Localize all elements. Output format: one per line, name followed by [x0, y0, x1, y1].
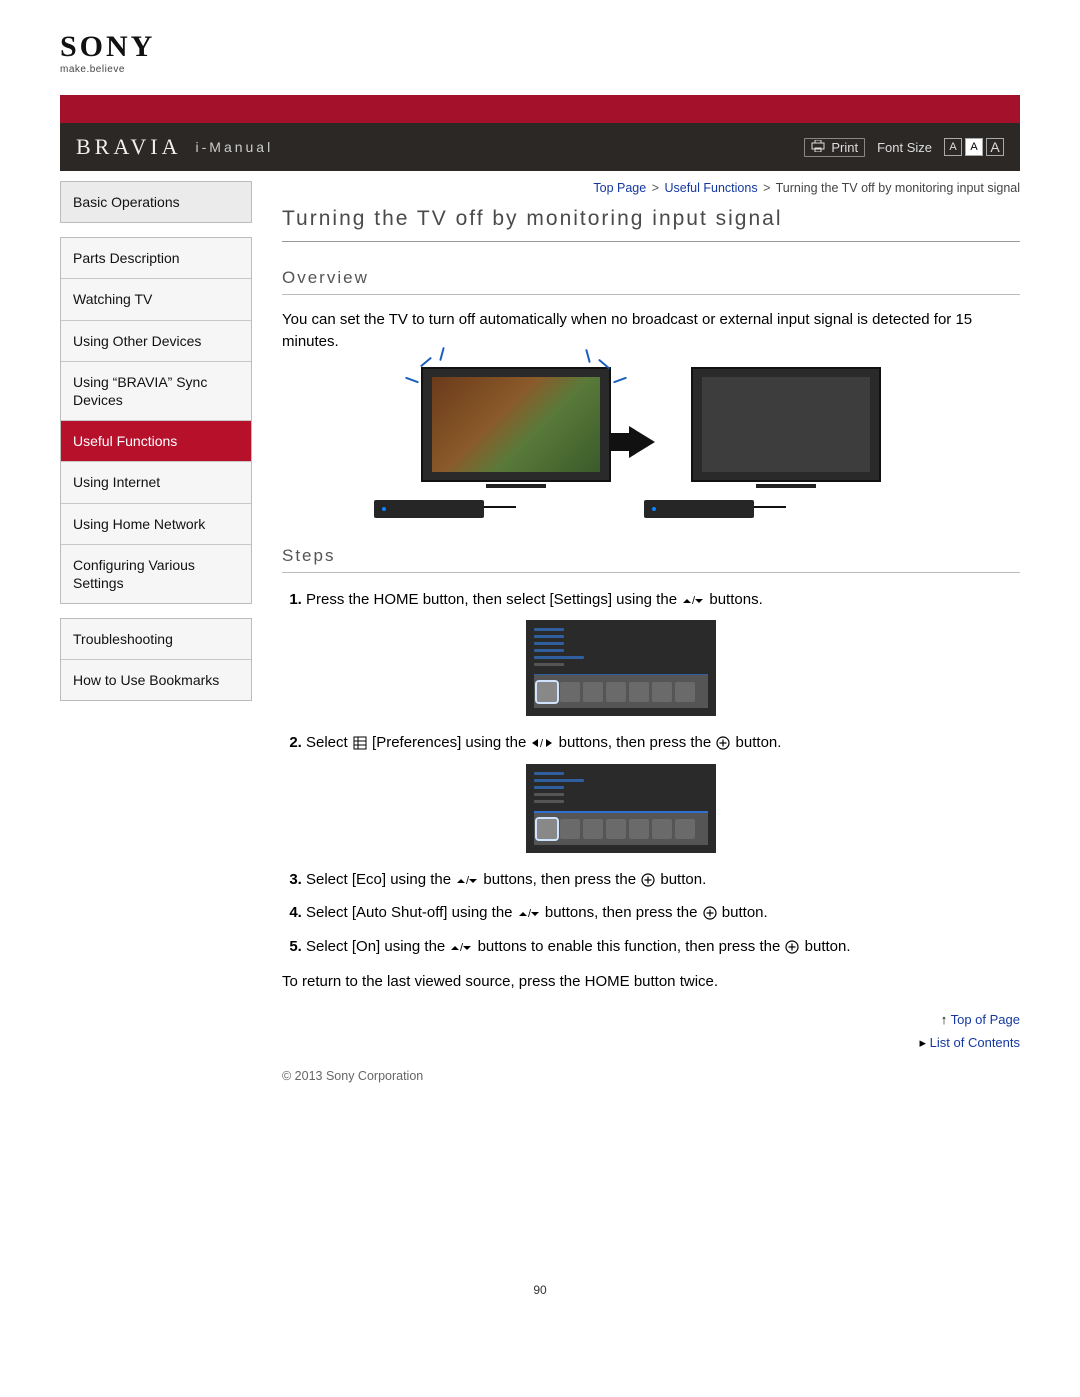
footer-links: ↑ Top of Page ▸ List of Contents — [282, 1008, 1020, 1055]
leftright-icon: / — [531, 736, 553, 750]
menu-screenshot — [526, 620, 716, 716]
sidebar-item[interactable]: Using Other Devices — [61, 321, 251, 362]
product-name: BRAVIA — [76, 134, 182, 160]
sidebar-item[interactable]: Using “BRAVIA” Sync Devices — [61, 362, 251, 421]
plus-icon — [703, 906, 717, 920]
breadcrumb-link[interactable]: Useful Functions — [664, 181, 757, 195]
step-item: Select [On] using the / buttons to enabl… — [306, 934, 1020, 960]
updown-icon: / — [456, 873, 478, 887]
sidebar-item[interactable]: Basic Operations — [61, 182, 251, 222]
list-of-contents-link[interactable]: List of Contents — [930, 1035, 1020, 1050]
up-arrow-icon: ↑ — [941, 1012, 951, 1027]
sidebar-nav: Basic Operations Parts DescriptionWatchin… — [60, 181, 252, 1083]
plus-icon — [641, 873, 655, 887]
updown-icon: / — [518, 906, 540, 920]
sidebar-item[interactable]: Parts Description — [61, 238, 251, 279]
svg-text:/: / — [540, 738, 544, 750]
page-number: 90 — [60, 1283, 1020, 1297]
sidebar-item[interactable]: Using Home Network — [61, 504, 251, 545]
breadcrumb-link[interactable]: Top Page — [593, 181, 646, 195]
fontsize-large[interactable]: A — [986, 138, 1004, 156]
breadcrumb: Top Page > Useful Functions > Turning th… — [282, 181, 1020, 195]
print-icon — [811, 140, 825, 155]
step-item: Select [Auto Shut-off] using the / butto… — [306, 900, 1020, 926]
steps-list: Press the HOME button, then select [Sett… — [282, 587, 1020, 960]
triangle-right-icon: ▸ — [920, 1035, 930, 1050]
steps-heading: Steps — [282, 546, 1020, 573]
svg-text:/: / — [460, 942, 464, 954]
fontsize-label: Font Size — [877, 140, 932, 155]
overview-heading: Overview — [282, 268, 1020, 295]
tv-on-icon — [421, 367, 611, 482]
top-bar: BRAVIA i-Manual Print Font Size A A A — [60, 123, 1020, 171]
breadcrumb-current: Turning the TV off by monitoring input s… — [776, 181, 1020, 195]
print-button[interactable]: Print — [804, 138, 865, 157]
fontsize-selector: A A A — [944, 138, 1004, 156]
fontsize-medium[interactable]: A — [965, 138, 983, 156]
page-title: Turning the TV off by monitoring input s… — [282, 207, 1020, 242]
accent-bar — [60, 95, 1020, 123]
copyright-text: © 2013 Sony Corporation — [282, 1069, 423, 1083]
menu-screenshot — [526, 764, 716, 853]
sidebar-item[interactable]: Using Internet — [61, 462, 251, 503]
fontsize-small[interactable]: A — [944, 138, 962, 156]
sidebar-item[interactable]: Useful Functions — [61, 421, 251, 462]
tv-off-icon — [691, 367, 881, 482]
updown-icon: / — [450, 940, 472, 954]
return-note: To return to the last viewed source, pre… — [282, 973, 1020, 990]
brand-logo: SONY make.believe — [60, 30, 1020, 75]
settop-box-icon — [374, 500, 484, 518]
signal-diagram — [282, 367, 1020, 518]
plus-icon — [785, 940, 799, 954]
manual-label: i-Manual — [196, 139, 274, 155]
arrow-right-icon — [629, 426, 655, 458]
top-of-page-link[interactable]: Top of Page — [951, 1012, 1020, 1027]
plus-icon — [716, 736, 730, 750]
step-item: Select [Preferences] using the / buttons… — [306, 730, 1020, 853]
updown-icon: / — [682, 593, 704, 607]
settop-box-icon — [644, 500, 754, 518]
brand-name: SONY — [60, 30, 1020, 64]
step-item: Select [Eco] using the / buttons, then p… — [306, 867, 1020, 893]
sidebar-item[interactable]: Watching TV — [61, 279, 251, 320]
svg-text:/: / — [528, 908, 532, 920]
brand-tagline: make.believe — [60, 64, 1020, 75]
step-item: Press the HOME button, then select [Sett… — [306, 587, 1020, 717]
print-label: Print — [831, 140, 858, 155]
overview-text: You can set the TV to turn off automatic… — [282, 309, 1020, 353]
prefs-icon — [353, 736, 367, 750]
sidebar-item[interactable]: Configuring Various Settings — [61, 545, 251, 603]
sidebar-item[interactable]: Troubleshooting — [61, 619, 251, 660]
sidebar-item[interactable]: How to Use Bookmarks — [61, 660, 251, 700]
svg-text:/: / — [692, 595, 696, 607]
svg-text:/: / — [466, 875, 470, 887]
main-content: Top Page > Useful Functions > Turning th… — [282, 181, 1020, 1083]
